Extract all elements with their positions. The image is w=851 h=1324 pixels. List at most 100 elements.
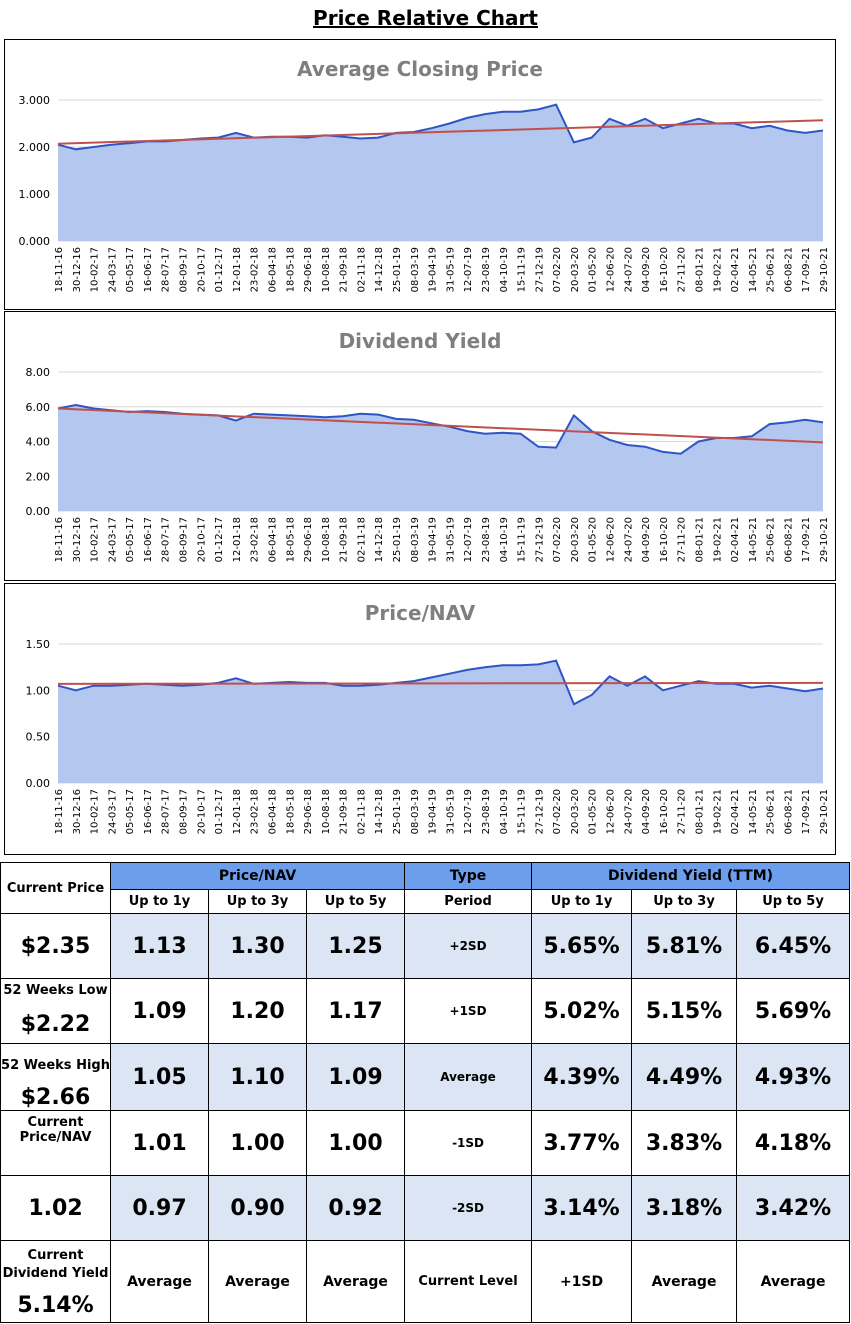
current-level-label: Current Level	[404, 1240, 533, 1323]
dy-value: 5.02%	[531, 978, 633, 1044]
dy-value: 3.42%	[736, 1175, 851, 1241]
y-tick-label: 0.50	[26, 731, 51, 744]
x-tick-label: 04-09-20	[641, 247, 652, 292]
chart-title: Price/NAV	[365, 601, 476, 625]
dy-value: 4.49%	[631, 1043, 738, 1111]
x-tick-label: 24-03-17	[107, 789, 118, 834]
x-tick-label: 17-09-21	[801, 247, 812, 292]
x-tick-label: 16-06-17	[143, 517, 154, 562]
dy-value: 4.39%	[531, 1043, 633, 1111]
x-tick-label: 06-08-21	[783, 517, 794, 562]
x-tick-label: 19-02-21	[712, 789, 723, 834]
chart-panel-price-nav: Price/NAV 0.00 0.50 1.00 1.50 18-11-16 30-12-1…	[4, 583, 836, 855]
low-52w-label: 52 Weeks Low	[3, 983, 108, 998]
x-tick-label: 14-12-18	[374, 789, 385, 834]
x-tick-label: 16-10-20	[659, 517, 670, 562]
pnav-value: 0.97	[110, 1175, 209, 1241]
x-tick-label: 01-05-20	[588, 789, 599, 834]
x-tick-label: 21-09-18	[339, 247, 350, 292]
x-tick-label: 04-09-20	[641, 517, 652, 562]
x-tick-label: 08-01-21	[694, 789, 705, 834]
pnav-current-level: Average	[208, 1240, 307, 1323]
y-tick-label: 1.000	[19, 188, 51, 201]
current-dy-value: 5.14%	[17, 1293, 94, 1318]
chart-panel-dividend-yield: Dividend Yield 0.00 2.00 4.00 6.00 8.00 18-11-…	[4, 311, 836, 581]
dy-value: 3.14%	[531, 1175, 633, 1241]
x-tick-label: 08-03-19	[410, 789, 421, 834]
x-tick-label: 14-05-21	[748, 247, 759, 292]
dy-value: 5.69%	[736, 978, 851, 1044]
x-tick-label: 12-07-19	[463, 517, 474, 562]
x-tick-label: 06-04-18	[267, 517, 278, 562]
dy-sub-3y: Up to 3y	[631, 889, 738, 914]
type-label: +2SD	[404, 913, 533, 979]
chart-price-nav: Price/NAV 0.00 0.50 1.00 1.50 18-11-16 30-12-1…	[26, 601, 831, 834]
x-tick-label: 20-03-20	[570, 789, 581, 834]
x-tick-label: 19-02-21	[712, 247, 723, 292]
x-tick-label: 23-08-19	[481, 247, 492, 292]
x-tick-label: 12-06-20	[606, 247, 617, 292]
x-tick-label: 31-05-19	[445, 789, 456, 834]
x-tick-label: 23-02-18	[250, 247, 261, 292]
pnav-value: 1.13	[110, 913, 209, 979]
pnav-sub-3y: Up to 3y	[208, 889, 307, 914]
x-tick-label: 20-10-17	[196, 517, 207, 562]
x-tick-label: 23-02-18	[250, 789, 261, 834]
y-tick-label: 1.00	[26, 684, 51, 697]
pnav-value: 1.10	[208, 1043, 307, 1111]
dy-value: 5.65%	[531, 913, 633, 979]
x-tick-label: 16-06-17	[143, 789, 154, 834]
x-tick-label: 01-05-20	[588, 517, 599, 562]
x-tick-label: 06-08-21	[783, 789, 794, 834]
x-tick-label: 12-01-18	[232, 247, 243, 292]
x-tick-label: 29-10-21	[819, 517, 830, 562]
x-tick-label: 27-12-19	[534, 247, 545, 292]
x-tick-label: 02-11-18	[356, 247, 367, 292]
x-tick-label: 18-05-18	[285, 789, 296, 834]
x-tick-label: 08-01-21	[694, 247, 705, 292]
x-tick-label: 12-01-18	[232, 789, 243, 834]
x-tick-label: 17-09-21	[801, 517, 812, 562]
low-52w-cell: 52 Weeks Low $2.22	[0, 978, 111, 1044]
x-tick-label: 14-12-18	[374, 517, 385, 562]
x-tick-label: 12-07-19	[463, 789, 474, 834]
chart-panel-price: Average Closing Price 0.000 1.000 2.000 3.00…	[4, 39, 836, 310]
x-tick-label: 27-11-20	[677, 517, 688, 562]
x-tick-label: 01-12-17	[214, 247, 225, 292]
x-tick-label: 14-12-18	[374, 247, 385, 292]
x-tick-label: 17-09-21	[801, 789, 812, 834]
x-tick-label: 12-06-20	[606, 517, 617, 562]
x-tick-label: 12-06-20	[606, 789, 617, 834]
x-tick-label: 15-11-19	[517, 247, 528, 292]
x-tick-label: 02-04-21	[730, 789, 741, 834]
x-tick-label: 27-11-20	[677, 789, 688, 834]
x-tick-label: 14-05-21	[748, 517, 759, 562]
y-tick-label: 0.00	[26, 777, 51, 790]
x-tick-label: 18-05-18	[285, 247, 296, 292]
dy-value: 4.18%	[736, 1110, 851, 1176]
dy-value: 5.15%	[631, 978, 738, 1044]
pnav-value: 0.90	[208, 1175, 307, 1241]
x-tick-label: 21-09-18	[339, 789, 350, 834]
x-tick-label: 05-05-17	[125, 247, 136, 292]
low-52w-value: $2.22	[20, 1012, 91, 1037]
series-line	[57, 659, 824, 706]
x-tick-label: 20-03-20	[570, 247, 581, 292]
x-tick-label: 12-01-18	[232, 517, 243, 562]
x-tick-label: 06-08-21	[783, 247, 794, 292]
x-tick-label: 27-12-19	[534, 517, 545, 562]
x-tick-label: 10-02-17	[90, 789, 101, 834]
pnav-sub-5y: Up to 5y	[305, 889, 406, 914]
pnav-value: 1.09	[305, 1043, 406, 1111]
current-pnav-cell: Current Price/NAV	[0, 1110, 111, 1176]
x-tick-label: 12-07-19	[463, 247, 474, 292]
x-tick-label: 24-07-20	[623, 247, 634, 292]
type-label: +1SD	[404, 978, 533, 1044]
x-tick-label: 24-03-17	[107, 247, 118, 292]
x-tick-label: 08-03-19	[410, 247, 421, 292]
dy-value: 3.83%	[631, 1110, 738, 1176]
x-tick-label: 18-11-16	[54, 517, 65, 562]
x-tick-label: 24-07-20	[623, 517, 634, 562]
x-tick-label: 04-10-19	[499, 789, 510, 834]
x-tick-label: 01-12-17	[214, 517, 225, 562]
